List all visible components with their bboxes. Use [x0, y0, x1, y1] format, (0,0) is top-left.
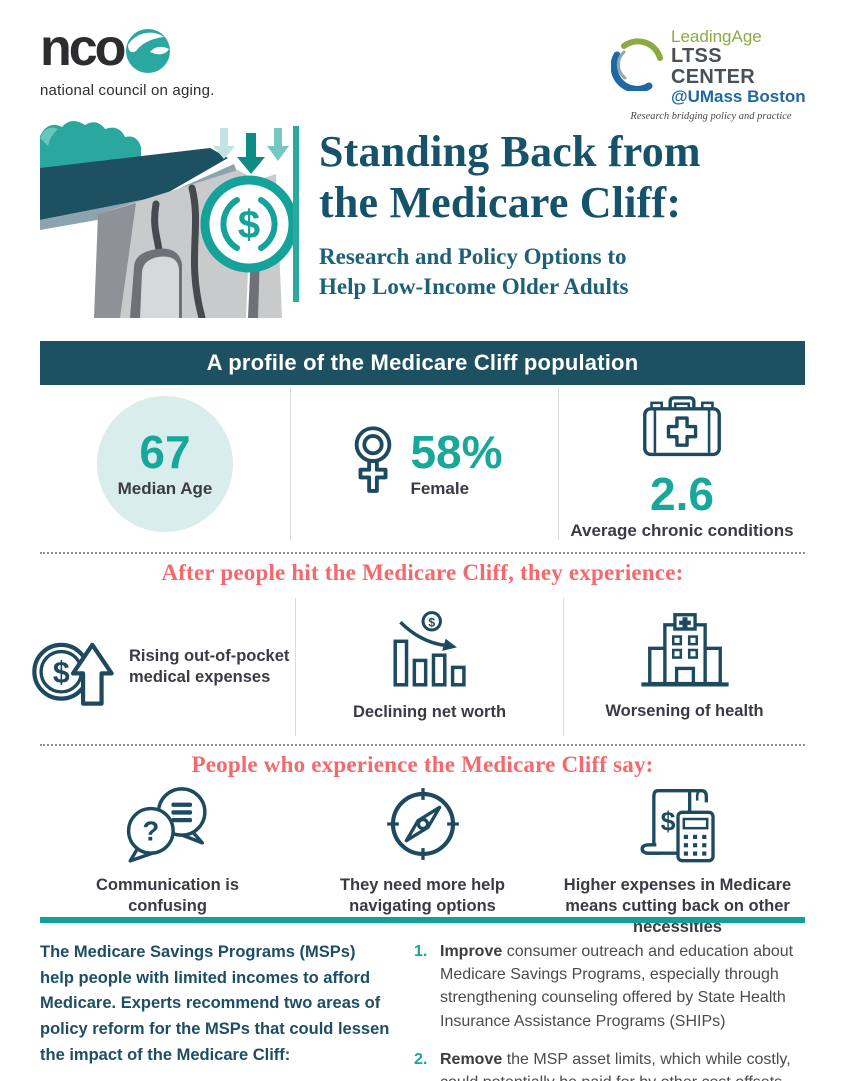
list-item-lead: Remove [440, 1050, 503, 1068]
svg-text:?: ? [142, 815, 159, 846]
list-item-text: Remove the MSP asset limits, which while… [440, 1048, 805, 1081]
ltss-line1: LeadingAge [671, 27, 762, 46]
chronic-conditions-value: 2.6 [650, 467, 714, 520]
list-item: 1. Improve consumer outreach and educati… [414, 940, 805, 1033]
say-item-navigation: They need more help navigating options [295, 784, 550, 916]
experience-row: $ Rising out-of-pocket medical expenses … [32, 598, 805, 736]
ltss-logo: LeadingAge LTSS CENTER @UMass Boston Res… [610, 28, 811, 122]
teal-divider-bar [40, 917, 805, 923]
ltss-line2: LTSS CENTER [671, 44, 756, 88]
experience-heading: After people hit the Medicare Cliff, the… [161, 560, 684, 585]
experience-health-label: Worsening of health [605, 702, 764, 721]
page-title-line1: Standing Back from [319, 127, 701, 176]
experience-net-worth-label: Declining net worth [352, 703, 507, 722]
coin-up-arrow-icon: $ [31, 623, 115, 712]
page-subtitle: Research and Policy Options to Help Low-… [319, 242, 819, 302]
medicare-cliff-illustration: $ [40, 116, 298, 323]
declining-bars-icon: $ [384, 610, 476, 695]
list-item-number: 2. [414, 1050, 428, 1068]
experience-item-net-worth: $ Declining net worth [296, 598, 564, 736]
experience-item-expenses: $ Rising out-of-pocket medical expenses [32, 598, 296, 736]
chronic-conditions-label: Average chronic conditions [570, 520, 794, 540]
ncoa-logo-row: nco [40, 19, 215, 79]
list-item-lead: Improve [440, 943, 503, 960]
stat-female: 58% Female [291, 388, 559, 540]
ltss-rings-icon [610, 37, 665, 96]
ltss-logo-text: LeadingAge LTSS CENTER @UMass Boston [671, 28, 811, 106]
msp-intro: The Medicare Savings Programs (MSPs) hel… [40, 943, 390, 1064]
dotted-divider [40, 552, 805, 554]
female-label: Female [410, 479, 470, 498]
median-age-value: 67 [139, 426, 191, 478]
stat-median-age: 67 Median Age [40, 388, 291, 540]
stat-chronic-conditions: 2.6 Average chronic conditions [559, 388, 805, 540]
say-item-communication: ? Communication is confusing [40, 784, 295, 916]
speech-bubbles-icon: ? [120, 784, 216, 869]
page-title-line2: the Medicare Cliff: [319, 178, 682, 228]
page-title: Standing Back from the Medicare Cliff: [319, 126, 819, 228]
first-aid-kit-icon [638, 388, 726, 465]
list-item-text: Improve consumer outreach and education … [440, 940, 805, 1033]
ltss-line3: @UMass Boston [671, 86, 806, 106]
svg-text:$: $ [238, 203, 260, 247]
say-heading: People who experience the Medicare Cliff… [191, 752, 654, 777]
say-item-cutting-back: $ Higher expenses in Medicare means cutt… [550, 784, 805, 936]
list-item-rest: consumer outreach and education about Me… [440, 943, 794, 1030]
list-item-rest: the MSP asset limits, which while costly… [440, 1050, 791, 1081]
hospital-icon [638, 611, 732, 694]
hero-title-block: Standing Back from the Medicare Cliff: R… [293, 126, 819, 302]
say-cutting-back-label: Higher expenses in Medicare means cuttin… [563, 876, 792, 937]
say-communication-label: Communication is confusing [95, 876, 239, 916]
list-item: 2. Remove the MSP asset limits, which wh… [414, 1048, 805, 1081]
say-row: ? Communication is confusing They need m… [40, 784, 805, 936]
list-item-number: 1. [414, 943, 428, 960]
ncoa-logo: nco national council on aging. [40, 19, 215, 99]
profile-stats-row: 67 Median Age 58% Female [40, 388, 805, 540]
section-banner: A profile of the Medicare Cliff populati… [40, 341, 805, 385]
compass-icon [383, 784, 463, 869]
msp-recommendations-list: 1. Improve consumer outreach and educati… [414, 940, 805, 1081]
svg-text:$: $ [660, 807, 675, 837]
say-navigation-label: They need more help navigating options [339, 876, 506, 916]
experience-item-health: Worsening of health [564, 598, 805, 736]
msp-section: The Medicare Savings Programs (MSPs) hel… [40, 940, 805, 1081]
female-icon [346, 423, 400, 506]
ltss-tagline: Research bridging policy and practice [630, 110, 792, 122]
dotted-divider [40, 744, 805, 746]
ncoa-a-icon [125, 28, 171, 79]
median-age-label: Median Age [117, 479, 213, 498]
ncoa-tagline: national council on aging. [40, 82, 215, 99]
page-subtitle-line2: Help Low-Income Older Adults [319, 273, 629, 299]
ncoa-wordmark: nco [40, 19, 126, 77]
female-value: 58% [410, 426, 503, 478]
median-age-circle-badge: 67 Median Age [97, 396, 233, 532]
experience-expenses-label: Rising out-of-pocket medical expenses [129, 646, 290, 686]
page-subtitle-line1: Research and Policy Options to [319, 244, 627, 270]
svg-text:$: $ [428, 616, 435, 630]
ltss-logo-row: LeadingAge LTSS CENTER @UMass Boston [610, 28, 811, 106]
svg-text:$: $ [53, 656, 70, 689]
receipt-calculator-icon: $ [631, 784, 725, 869]
